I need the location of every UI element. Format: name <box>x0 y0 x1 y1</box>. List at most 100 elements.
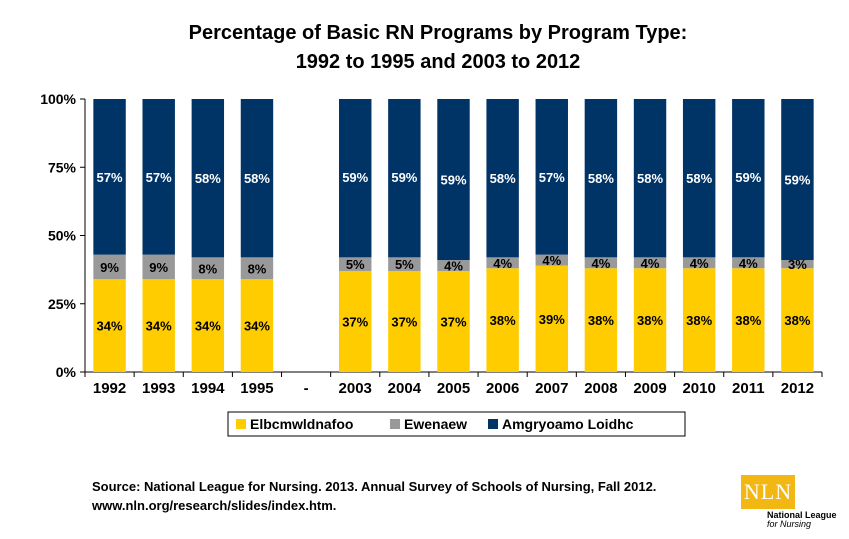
data-label: 5% <box>395 257 414 272</box>
x-tick-label: - <box>304 380 309 397</box>
bar-segment <box>339 257 372 271</box>
bar-segment <box>240 257 274 280</box>
data-label: 8% <box>248 261 267 276</box>
data-label: 59% <box>391 170 417 185</box>
bar-segment <box>437 99 470 261</box>
bar-segment <box>93 99 126 255</box>
data-label: 37% <box>342 314 368 329</box>
data-label: 34% <box>146 319 172 334</box>
bars-group: 34% 9% 57% 34% 9% 57% 34% 8% 58% 34% 8% 58% 37% 5% 59%… <box>93 99 814 372</box>
data-label: 58% <box>195 171 221 186</box>
bar-segment <box>437 270 470 372</box>
data-label: 57% <box>97 170 123 185</box>
x-tick-label: 1992 <box>93 380 126 397</box>
bar-segment <box>535 99 568 255</box>
legend-swatch <box>236 419 246 429</box>
x-tick-label: 2006 <box>486 380 519 397</box>
data-label: 34% <box>244 319 270 334</box>
data-label: 38% <box>735 313 761 328</box>
data-label: 4% <box>542 253 561 268</box>
data-label: 58% <box>686 171 712 186</box>
plot-area: 0% 25% 50% 75% 100% 1992 1993 1994 1995 - 2003 2004… <box>40 91 823 397</box>
x-tick-label: 1994 <box>191 380 225 397</box>
bar-segment <box>388 99 421 258</box>
bar-segment <box>240 99 274 258</box>
legend-label: Ewenaew <box>404 416 467 432</box>
bar-segment <box>486 268 519 372</box>
bar-segment <box>535 265 568 372</box>
bar-segment <box>142 99 175 255</box>
bar-segment <box>93 279 126 372</box>
bar-segment <box>191 99 225 258</box>
y-tick-label: 100% <box>40 91 76 107</box>
bar-segment <box>633 268 667 372</box>
bar-segment <box>584 99 618 258</box>
bar-segment <box>388 270 421 372</box>
data-label: 59% <box>342 170 368 185</box>
bar-segment <box>732 99 765 258</box>
bar-segment <box>93 254 126 280</box>
data-label: 8% <box>198 261 217 276</box>
bar-segment <box>781 99 814 261</box>
bar-segment <box>339 270 372 372</box>
bar-segment <box>682 257 716 269</box>
bar-segment <box>732 257 765 269</box>
source-line-1: Source: National League for Nursing. 201… <box>92 479 657 494</box>
data-label: 3% <box>788 257 807 272</box>
logo-line-1: National League <box>767 510 837 520</box>
data-label: 34% <box>97 319 123 334</box>
bar-segment <box>633 99 667 258</box>
x-tick-label: 2007 <box>535 380 568 397</box>
bar-segment <box>339 99 372 258</box>
bar-segment <box>584 268 618 372</box>
bar-segment <box>191 279 225 372</box>
x-tick-label: 2003 <box>339 380 372 397</box>
legend-swatch <box>390 419 400 429</box>
source-note: Source: National League for Nursing. 201… <box>92 477 656 515</box>
data-label: 57% <box>146 170 172 185</box>
y-tick-label: 0% <box>56 364 77 380</box>
bar-segment <box>584 257 618 269</box>
x-tick-label: 2010 <box>682 380 715 397</box>
bar-segment <box>633 257 667 269</box>
chart-title-line2: 1992 to 1995 and 2003 to 2012 <box>296 51 581 73</box>
legend: Elbcmwldnafoo Ewenaew Amgryoamo Loidhc <box>227 411 686 437</box>
bar-segment <box>388 257 421 271</box>
data-label: 38% <box>784 313 810 328</box>
legend-box <box>227 411 686 437</box>
data-label: 4% <box>444 259 463 274</box>
data-label: 58% <box>588 171 614 186</box>
x-tick-label: 1993 <box>142 380 175 397</box>
x-tick-label: 2012 <box>781 380 814 397</box>
bar-segment <box>486 99 519 258</box>
legend-swatch <box>488 419 498 429</box>
data-label: 59% <box>784 173 810 188</box>
bar-segment <box>142 254 175 280</box>
legend-label: Amgryoamo Loidhc <box>502 416 634 432</box>
data-label: 58% <box>490 171 516 186</box>
x-tick-label: 2004 <box>388 380 422 397</box>
data-label: 57% <box>539 170 565 185</box>
data-label: 34% <box>195 319 221 334</box>
y-tick-label: 50% <box>48 228 77 244</box>
data-label: 38% <box>588 313 614 328</box>
bar-segment <box>142 279 175 372</box>
data-label: 37% <box>440 314 466 329</box>
source-line-2: www.nln.org/research/slides/index.htm. <box>92 498 337 513</box>
bar-segment <box>781 268 814 372</box>
x-tick-label: 2011 <box>732 380 765 397</box>
data-label: 5% <box>346 257 365 272</box>
x-tick-label: 2009 <box>633 380 666 397</box>
data-label: 4% <box>739 256 758 271</box>
logo-mark: NLN <box>741 475 795 509</box>
logo-line-2: for Nursing <box>767 519 812 529</box>
bar-segment <box>732 268 765 372</box>
data-label: 4% <box>592 256 611 271</box>
x-tick-label: 2005 <box>437 380 470 397</box>
y-tick-label: 75% <box>48 159 77 175</box>
data-label: 4% <box>493 256 512 271</box>
bar-segment <box>682 268 716 372</box>
data-label: 37% <box>391 314 417 329</box>
data-label: 9% <box>100 260 119 275</box>
data-label: 39% <box>539 312 565 327</box>
